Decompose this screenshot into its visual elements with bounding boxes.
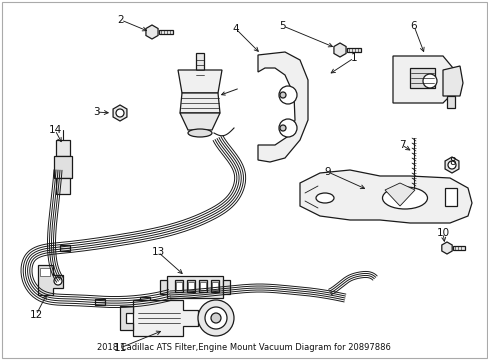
Bar <box>223 280 229 294</box>
Circle shape <box>54 277 62 285</box>
Polygon shape <box>178 70 222 93</box>
Text: 4: 4 <box>232 24 239 34</box>
Polygon shape <box>384 183 414 206</box>
Bar <box>56 178 70 194</box>
Bar <box>187 282 194 290</box>
Bar <box>199 280 206 292</box>
Ellipse shape <box>315 193 333 203</box>
Text: 2: 2 <box>118 15 124 25</box>
Polygon shape <box>120 306 133 330</box>
Bar <box>196 53 203 71</box>
Polygon shape <box>444 157 458 173</box>
Circle shape <box>198 300 234 336</box>
Text: 8: 8 <box>449 157 455 167</box>
Bar <box>54 156 72 178</box>
Text: 6: 6 <box>410 21 416 31</box>
Bar <box>60 245 70 251</box>
Text: 12: 12 <box>29 310 42 320</box>
Bar <box>210 280 219 292</box>
Bar <box>212 282 218 290</box>
Circle shape <box>279 86 296 104</box>
Circle shape <box>210 313 221 323</box>
Bar <box>40 268 50 276</box>
Bar <box>452 246 464 250</box>
Polygon shape <box>133 300 198 336</box>
Text: 2018 Cadillac ATS Filter,Engine Mount Vacuum Diagram for 20897886: 2018 Cadillac ATS Filter,Engine Mount Va… <box>97 343 390 352</box>
Text: 7: 7 <box>398 140 405 150</box>
Circle shape <box>280 125 285 131</box>
Text: 3: 3 <box>93 107 99 117</box>
Text: 10: 10 <box>436 228 448 238</box>
Circle shape <box>422 74 436 88</box>
Circle shape <box>279 119 296 137</box>
Circle shape <box>116 109 124 117</box>
Circle shape <box>447 161 455 169</box>
Polygon shape <box>258 52 307 162</box>
Bar <box>56 140 70 156</box>
Ellipse shape <box>187 129 212 137</box>
Text: 11: 11 <box>113 343 126 353</box>
Bar <box>175 280 183 292</box>
Bar <box>409 68 434 88</box>
Circle shape <box>280 92 285 98</box>
Circle shape <box>204 307 226 329</box>
Bar <box>444 188 456 206</box>
Ellipse shape <box>382 187 427 209</box>
Text: 1: 1 <box>350 53 357 63</box>
Polygon shape <box>442 66 462 96</box>
Bar <box>176 282 182 290</box>
Bar <box>186 280 195 292</box>
Text: 13: 13 <box>151 247 164 257</box>
Polygon shape <box>145 25 158 39</box>
Polygon shape <box>441 242 451 254</box>
Text: 14: 14 <box>48 125 61 135</box>
Polygon shape <box>180 93 220 113</box>
Bar <box>95 299 105 305</box>
Text: 9: 9 <box>324 167 331 177</box>
Polygon shape <box>409 185 417 195</box>
Bar <box>200 282 205 290</box>
Polygon shape <box>38 265 63 295</box>
Polygon shape <box>113 105 127 121</box>
Polygon shape <box>299 170 471 223</box>
Polygon shape <box>392 56 452 103</box>
Polygon shape <box>333 43 346 57</box>
Bar <box>346 48 360 52</box>
Bar <box>160 280 167 294</box>
Polygon shape <box>180 113 220 130</box>
Polygon shape <box>446 96 454 108</box>
Text: 5: 5 <box>279 21 286 31</box>
Bar <box>167 276 223 298</box>
Bar <box>159 30 173 34</box>
Bar <box>140 297 150 303</box>
